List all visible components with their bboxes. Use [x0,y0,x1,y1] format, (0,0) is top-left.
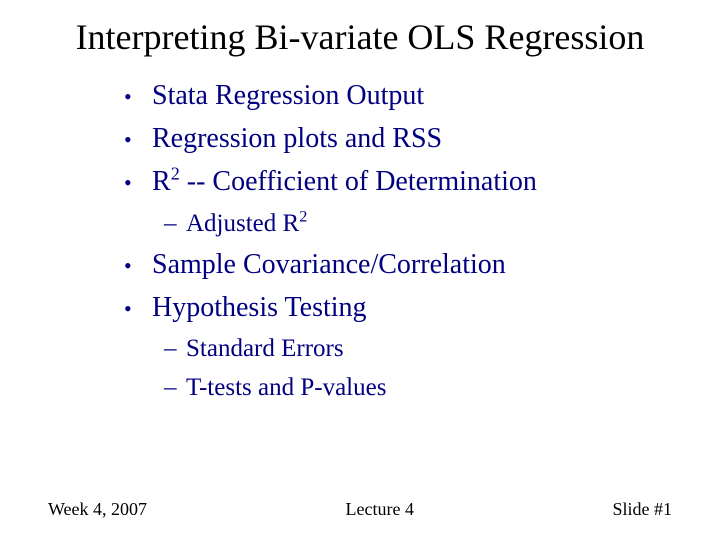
bullet-text: Stata Regression Output [152,76,424,115]
sub-bullet-item: – Adjusted R2 [164,206,696,241]
bullet-item: • Hypothesis Testing [124,288,696,327]
bullet-icon: • [124,168,138,199]
bullet-item: • Stata Regression Output [124,76,696,115]
slide-footer: Week 4, 2007 Lecture 4 Slide #1 [0,499,720,520]
bullet-text: T-tests and P-values [186,370,386,405]
bullet-text: Hypothesis Testing [152,288,367,327]
slide: Interpreting Bi-variate OLS Regression •… [0,0,720,540]
footer-right: Slide #1 [612,499,672,520]
slide-title: Interpreting Bi-variate OLS Regression [24,16,696,58]
bullet-text: Adjusted R2 [186,206,307,241]
dash-icon: – [164,331,178,366]
sub-bullet-item: – Standard Errors [164,331,696,366]
bullet-text: Regression plots and RSS [152,119,442,158]
slide-body: • Stata Regression Output • Regression p… [24,76,696,405]
sub-bullet-item: – T-tests and P-values [164,370,696,405]
bullet-item: • Sample Covariance/Correlation [124,245,696,284]
bullet-icon: • [124,82,138,113]
bullet-text: R2 -- Coefficient of Determination [152,162,537,201]
footer-center: Lecture 4 [346,499,414,520]
bullet-icon: • [124,294,138,325]
bullet-text: Standard Errors [186,331,344,366]
bullet-item: • R2 -- Coefficient of Determination [124,162,696,201]
bullet-icon: • [124,125,138,156]
bullet-item: • Regression plots and RSS [124,119,696,158]
bullet-icon: • [124,251,138,282]
bullet-text: Sample Covariance/Correlation [152,245,506,284]
dash-icon: – [164,206,178,241]
footer-left: Week 4, 2007 [48,499,147,520]
dash-icon: – [164,370,178,405]
